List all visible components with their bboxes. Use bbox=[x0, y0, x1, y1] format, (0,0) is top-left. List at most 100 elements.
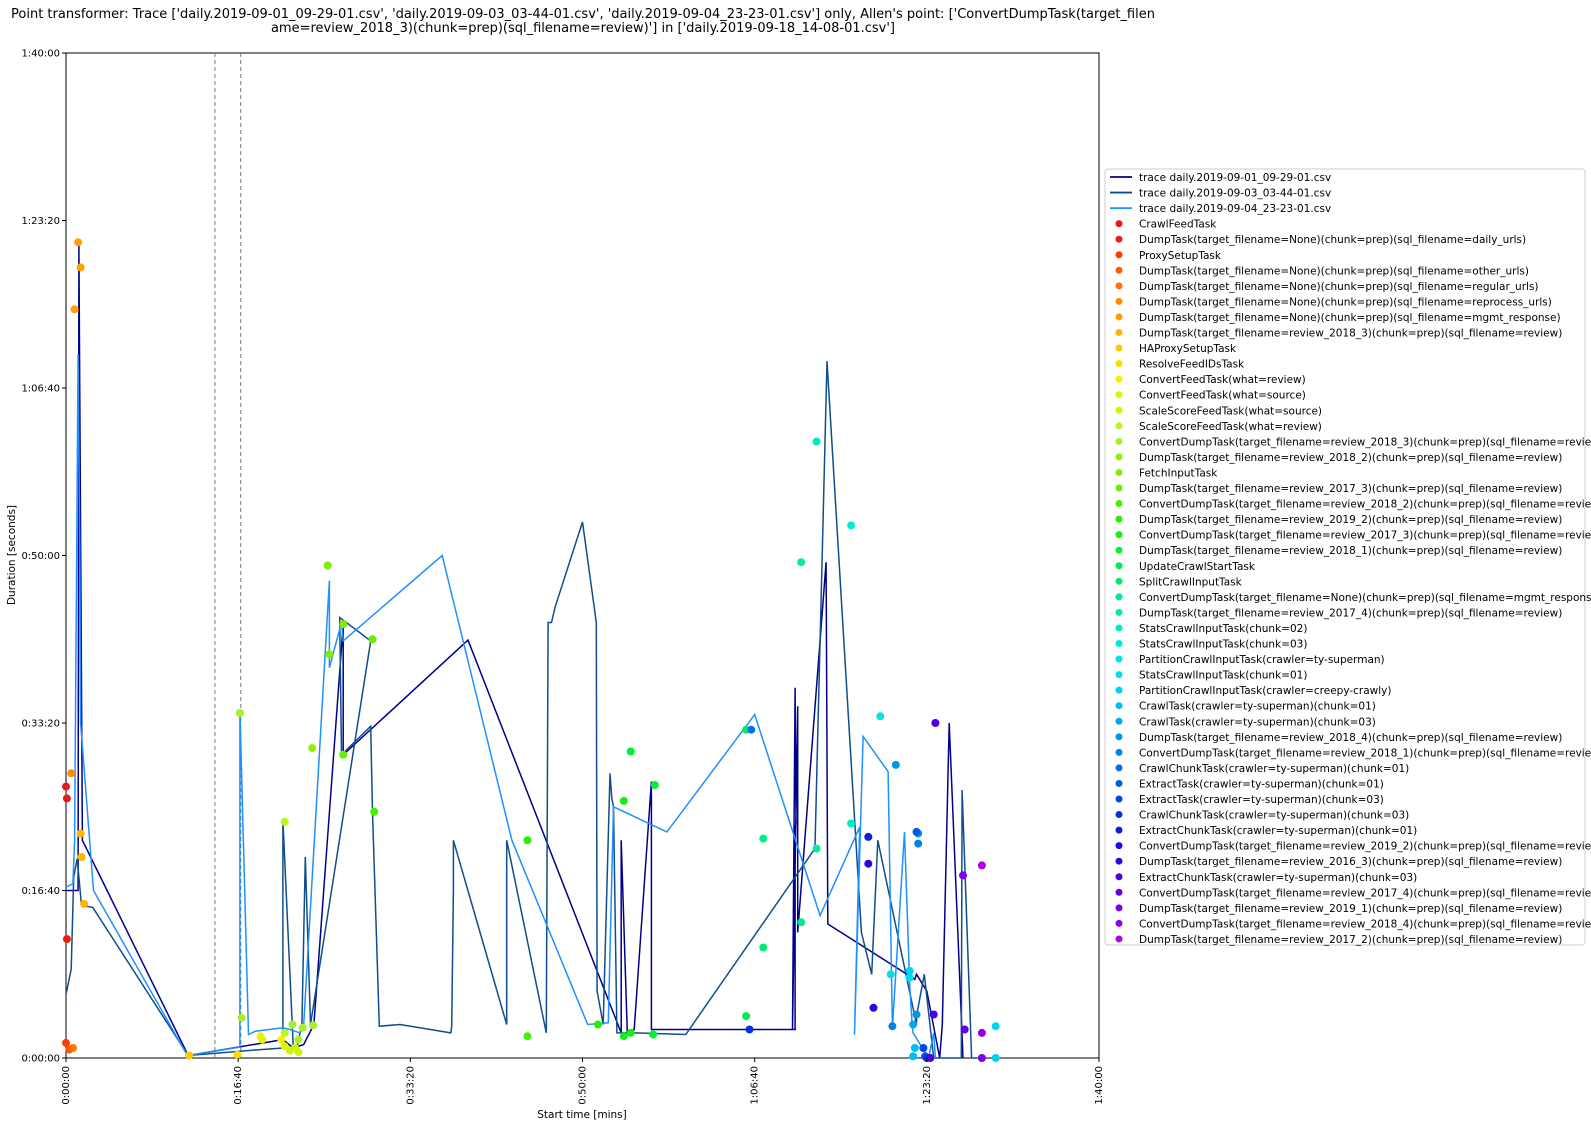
legend-label: trace daily.2019-09-01_09-29-01.csv bbox=[1139, 172, 1331, 184]
legend-point-swatch bbox=[1115, 702, 1123, 710]
legend-point-swatch bbox=[1115, 437, 1123, 445]
legend-label: ExtractTask(crawler=ty-superman)(chunk=0… bbox=[1139, 778, 1384, 790]
legend-entry-task: ConvertDumpTask(target_filename=review_2… bbox=[1115, 887, 1591, 899]
x-tick-label: 0:33:20 bbox=[405, 1066, 416, 1105]
data-point bbox=[325, 650, 334, 659]
data-point bbox=[909, 1020, 918, 1029]
legend-label: DumpTask(target_filename=review_2018_3)(… bbox=[1139, 328, 1562, 340]
data-point bbox=[747, 725, 756, 734]
legend-point-swatch bbox=[1115, 842, 1123, 850]
legend-point-swatch bbox=[1115, 484, 1123, 492]
legend-point-swatch bbox=[1115, 624, 1123, 632]
legend-label: ConvertDumpTask(target_filename=review_2… bbox=[1139, 918, 1591, 930]
legend-point-swatch bbox=[1115, 826, 1123, 834]
data-point bbox=[886, 970, 895, 979]
data-point bbox=[523, 836, 532, 845]
legend-point-swatch bbox=[1115, 779, 1123, 787]
legend-point-swatch bbox=[1115, 640, 1123, 647]
legend-point-swatch bbox=[1115, 406, 1123, 414]
legend-entry-trace: trace daily.2019-09-03_03-44-01.csv bbox=[1110, 188, 1331, 200]
legend-label: DumpTask(target_filename=review_2018_4)(… bbox=[1139, 732, 1562, 744]
data-point bbox=[323, 561, 332, 570]
legend-entry-trace: trace daily.2019-09-04_23-23-01.csv bbox=[1110, 203, 1331, 215]
legend-point-swatch bbox=[1115, 671, 1123, 679]
data-point bbox=[70, 305, 79, 314]
trace-lines bbox=[65, 245, 977, 1061]
data-point bbox=[619, 1032, 628, 1041]
x-tick-label: 0:00:00 bbox=[61, 1066, 72, 1105]
data-point bbox=[298, 1023, 307, 1032]
data-point bbox=[931, 719, 940, 727]
legend-entry-task: DumpTask(target_filename=review_2017_3)(… bbox=[1115, 483, 1562, 495]
data-point bbox=[237, 1013, 246, 1022]
y-tick-label: 0:50:00 bbox=[21, 551, 60, 562]
data-point bbox=[235, 709, 244, 717]
legend-label: DumpTask(target_filename=review_2017_3)(… bbox=[1139, 483, 1562, 495]
legend-point-swatch bbox=[1115, 360, 1123, 368]
legend-point-swatch bbox=[1115, 235, 1123, 243]
data-point bbox=[759, 943, 768, 952]
data-point bbox=[929, 1010, 938, 1019]
data-point bbox=[876, 712, 885, 721]
legend-label: ConvertFeedTask(what=source) bbox=[1139, 390, 1306, 402]
legend-point-swatch bbox=[1115, 531, 1123, 539]
data-point bbox=[62, 935, 71, 944]
legend-label: ConvertDumpTask(target_filename=review_2… bbox=[1139, 747, 1591, 759]
data-point bbox=[339, 750, 348, 759]
data-point bbox=[888, 1022, 897, 1031]
data-point bbox=[991, 1054, 1000, 1062]
legend-entry-task: ConvertDumpTask(target_filename=review_2… bbox=[1115, 841, 1591, 853]
legend-label: trace daily.2019-09-04_23-23-01.csv bbox=[1139, 203, 1331, 215]
legend-entry-task: ConvertDumpTask(target_filename=review_2… bbox=[1115, 918, 1591, 930]
y-tick-label: 0:16:40 bbox=[21, 886, 60, 897]
data-point bbox=[309, 1021, 318, 1030]
legend-entry-task: CrawlFeedTask bbox=[1115, 219, 1217, 231]
data-point bbox=[864, 832, 873, 841]
y-tick-label: 1:40:00 bbox=[21, 49, 60, 60]
legend-point-swatch bbox=[1115, 608, 1123, 616]
y-axis-ticks: 0:00:00 0:16:40 0:33:20 0:50:00 1:06:40 1:23:… bbox=[21, 49, 66, 1065]
data-point bbox=[919, 1044, 928, 1052]
legend-label: ProxySetupTask bbox=[1139, 250, 1222, 262]
x-tick-label: 1:06:40 bbox=[750, 1066, 761, 1105]
data-point bbox=[68, 1044, 77, 1052]
legend-entry-task: DumpTask(target_filename=review_2017_4)(… bbox=[1115, 607, 1562, 619]
data-point bbox=[62, 794, 71, 803]
data-point bbox=[891, 760, 900, 769]
y-tick-label: 1:23:20 bbox=[21, 216, 60, 227]
data-point bbox=[912, 1010, 921, 1019]
legend-label: ResolveFeedIDsTask bbox=[1139, 359, 1245, 371]
legend-entry-task: PartitionCrawlInputTask(crawler=creepy-c… bbox=[1115, 685, 1392, 697]
data-point bbox=[926, 1054, 935, 1062]
data-point bbox=[288, 1020, 297, 1029]
legend-entry-task: ExtractChunkTask(crawler=ty-superman)(ch… bbox=[1115, 825, 1417, 837]
legend-label: DumpTask(target_filename=review_2018_1)(… bbox=[1139, 545, 1562, 557]
legend: trace daily.2019-09-01_09-29-01.csvtrace… bbox=[1104, 168, 1591, 946]
legend-entry-task: DumpTask(target_filename=None)(chunk=pre… bbox=[1115, 312, 1561, 324]
legend-entry-task: ScaleScoreFeedTask(what=review) bbox=[1115, 421, 1322, 433]
data-point bbox=[523, 1032, 532, 1041]
legend-label: ExtractTask(crawler=ty-superman)(chunk=0… bbox=[1139, 794, 1384, 806]
data-point bbox=[77, 853, 86, 861]
legend-point-swatch bbox=[1115, 313, 1123, 321]
data-point bbox=[62, 1038, 70, 1047]
legend-label: StatsCrawlInputTask(chunk=01) bbox=[1139, 670, 1307, 682]
data-point bbox=[626, 1028, 635, 1037]
legend-point-swatch bbox=[1115, 919, 1123, 927]
data-point bbox=[594, 1020, 602, 1029]
legend-label: ConvertDumpTask(target_filename=review_2… bbox=[1139, 499, 1591, 511]
x-axis-label: Start time [mins] bbox=[537, 1109, 627, 1121]
data-point bbox=[280, 817, 289, 826]
data-point bbox=[864, 859, 873, 868]
legend-label: DumpTask(target_filename=None)(chunk=pre… bbox=[1139, 312, 1561, 324]
legend-entry-trace: trace daily.2019-09-01_09-29-01.csv bbox=[1110, 172, 1331, 184]
x-axis-ticks: 0:00:00 0:16:40 0:33:20 0:50:00 1:06:40 1:23:… bbox=[61, 1058, 1105, 1105]
legend-entry-task: DumpTask(target_filename=review_2019_2)(… bbox=[1115, 514, 1562, 526]
legend-entry-task: ConvertFeedTask(what=review) bbox=[1115, 374, 1306, 386]
data-point bbox=[905, 966, 914, 975]
data-point bbox=[759, 834, 768, 843]
legend-entry-task: StatsCrawlInputTask(chunk=01) bbox=[1115, 670, 1307, 682]
data-point bbox=[847, 521, 856, 530]
data-point bbox=[650, 781, 659, 789]
